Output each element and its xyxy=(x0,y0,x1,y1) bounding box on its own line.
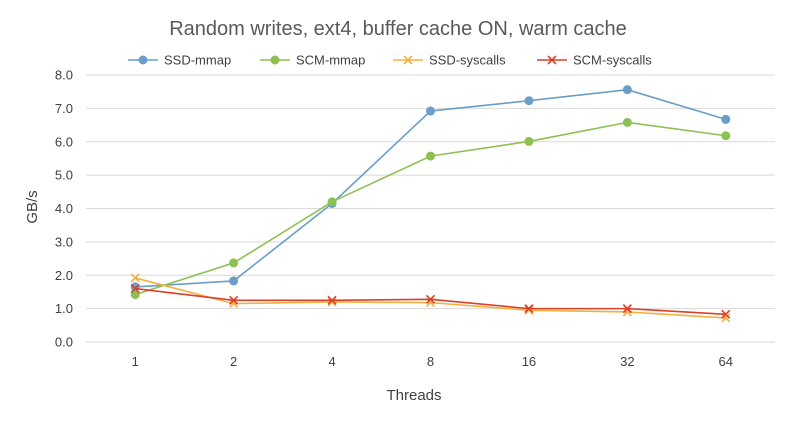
legend-label: SSD-syscalls xyxy=(429,53,506,68)
y-tick-label: 2.0 xyxy=(55,268,73,283)
legend-item: SCM-mmap xyxy=(260,53,365,68)
y-tick-label: 0.0 xyxy=(55,335,73,350)
chart-title: Random writes, ext4, buffer cache ON, wa… xyxy=(169,18,627,40)
x-tick-label: 1 xyxy=(132,354,139,369)
data-point xyxy=(524,304,534,314)
series-scm-syscalls xyxy=(130,284,731,319)
y-tick-label: 6.0 xyxy=(55,134,73,149)
data-point xyxy=(426,151,435,161)
gridlines xyxy=(86,74,775,343)
x-tick-label: 4 xyxy=(328,354,335,369)
legend-item: SSD-syscalls xyxy=(393,53,506,68)
y-tick-label: 3.0 xyxy=(55,234,73,249)
data-point xyxy=(327,197,337,207)
legend: SSD-mmap SCM-mmap SSD-syscalls SCM-syscalls xyxy=(128,53,652,68)
legend-label: SCM-syscalls xyxy=(573,53,652,68)
y-tick-label: 7.0 xyxy=(55,101,73,116)
data-point xyxy=(327,295,337,305)
legend-marker xyxy=(138,55,148,65)
legend-marker xyxy=(403,55,413,65)
data-point xyxy=(130,273,140,283)
x-tick-label: 2 xyxy=(230,354,237,369)
data-point xyxy=(130,284,140,294)
data-point xyxy=(426,106,435,116)
y-axis-label: GB/s xyxy=(24,190,41,223)
series-ssd-mmap xyxy=(130,85,731,292)
legend-marker xyxy=(270,55,280,65)
data-point xyxy=(721,131,731,141)
y-axis-ticks: 0.0 1.0 2.0 3.0 4.0 5.0 6.0 7.0 8.0 xyxy=(55,68,73,350)
series-line xyxy=(135,88,727,288)
legend-label: SCM-mmap xyxy=(296,53,365,68)
data-point xyxy=(327,297,337,307)
y-tick-label: 1.0 xyxy=(55,301,73,316)
legend-item: SSD-mmap xyxy=(128,53,231,68)
data-point xyxy=(721,114,731,124)
data-point xyxy=(721,313,731,323)
data-point xyxy=(524,96,534,106)
x-tick-label: 16 xyxy=(522,354,536,369)
legend-marker xyxy=(547,55,557,65)
x-tick-label: 32 xyxy=(620,354,634,369)
data-point xyxy=(721,309,731,319)
x-tick-label: 8 xyxy=(427,354,434,369)
data-point xyxy=(229,295,239,305)
x-axis-ticks: 1 2 4 8 16 32 64 xyxy=(132,354,733,369)
y-tick-label: 8.0 xyxy=(55,68,73,83)
x-tick-label: 64 xyxy=(719,354,733,369)
data-point xyxy=(622,117,632,127)
data-point xyxy=(229,276,239,286)
data-point xyxy=(524,136,534,146)
data-point xyxy=(130,282,140,292)
y-tick-label: 4.0 xyxy=(55,201,73,216)
data-point xyxy=(229,258,239,268)
y-tick-label: 5.0 xyxy=(55,168,73,183)
data-point xyxy=(622,85,632,95)
series-ssd-syscalls xyxy=(130,273,731,323)
data-point xyxy=(130,290,140,300)
series-layer xyxy=(130,85,731,323)
x-axis-label: Threads xyxy=(386,387,441,404)
series-line xyxy=(135,277,726,319)
series-scm-mmap xyxy=(130,117,731,300)
legend-label: SSD-mmap xyxy=(164,53,231,68)
data-point xyxy=(622,304,632,314)
data-point xyxy=(425,294,436,304)
legend-item: SCM-syscalls xyxy=(537,53,652,68)
